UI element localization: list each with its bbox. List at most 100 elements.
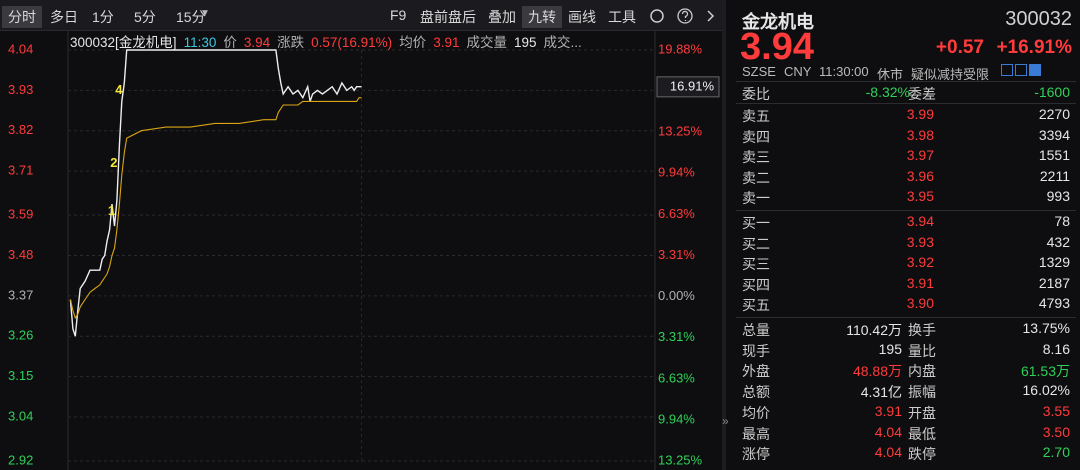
header-item: 涨跌 — [277, 35, 305, 50]
meta-item: CNY — [784, 64, 812, 79]
y-tick-label: 3.26 — [8, 328, 33, 343]
tab[interactable]: 1分 — [92, 9, 114, 25]
stat-value: 3.91 — [874, 402, 902, 419]
current-label: 16.91% — [670, 78, 715, 93]
book-label: 买五 — [742, 297, 770, 314]
stat-value: 4.04 — [874, 423, 902, 440]
book-volume: 2270 — [1038, 106, 1070, 122]
header-item: 3.91 — [433, 35, 460, 50]
tool[interactable]: 叠加 — [488, 9, 516, 25]
stat-label: 外盘 — [742, 363, 770, 380]
stat-label: 总额 — [742, 384, 770, 401]
book-volume: 1329 — [1038, 254, 1070, 271]
panel-icon[interactable] — [1001, 64, 1013, 76]
stat-value: 4.31亿 — [860, 384, 902, 401]
stat-label: 最高 — [742, 425, 770, 442]
y2-tick-label: 6.63% — [658, 370, 695, 385]
next-icon[interactable] — [707, 10, 715, 22]
tab[interactable]: 分时 — [2, 6, 42, 28]
panel-icon[interactable] — [1029, 64, 1041, 76]
tool[interactable]: 工具 — [608, 9, 636, 25]
stat-label: 量比 — [908, 342, 936, 359]
change: +0.57 — [935, 37, 984, 58]
tool[interactable]: F9 — [390, 7, 407, 23]
book-label: 卖一 — [742, 190, 770, 207]
stat-value: 110.42万 — [846, 322, 902, 338]
tool[interactable]: 盘前盘后 — [420, 9, 476, 25]
book-label: 卖五 — [742, 108, 770, 124]
y-tick-label: 3.82 — [8, 122, 33, 137]
series-line — [69, 97, 362, 320]
stat-value: 2.70 — [1042, 444, 1070, 461]
book-price: 3.91 — [906, 274, 934, 291]
separator — [736, 81, 1076, 82]
stock-code: 300032 — [1005, 8, 1072, 30]
current-box — [656, 76, 720, 98]
stat-label: 跌停 — [908, 446, 936, 463]
meta-item: SZSE — [742, 64, 776, 79]
book-price: 3.92 — [906, 254, 934, 271]
book-volume: 2211 — [1039, 167, 1070, 184]
header-item: 195 — [513, 35, 537, 50]
separator — [736, 210, 1076, 211]
y2-tick-label: 19.88% — [658, 41, 703, 56]
tab[interactable]: 多日 — [50, 9, 78, 25]
stat-value: 4.04 — [874, 444, 902, 461]
signal-label: 2 — [110, 155, 117, 170]
dropdown-icon[interactable]: ▼ — [200, 8, 210, 19]
help-icon[interactable] — [677, 8, 693, 24]
book-price: 3.90 — [906, 295, 934, 312]
y-tick-label: 3.71 — [8, 163, 33, 178]
stat-label: 内盘 — [908, 363, 936, 380]
settings-icon[interactable] — [650, 9, 664, 23]
meta-item: 疑似减持受限 — [911, 67, 990, 82]
book-volume: 3394 — [1038, 126, 1070, 143]
tool[interactable]: 画线 — [568, 9, 596, 25]
book-volume: 4793 — [1038, 295, 1070, 312]
y2-tick-label: 13.25% — [658, 452, 703, 467]
header-item: 0.57(16.91%) — [311, 35, 393, 50]
stat-label: 振幅 — [908, 384, 936, 401]
tool[interactable]: 九转 — [522, 6, 562, 28]
y2-tick-label: 3.31% — [658, 247, 695, 262]
book-label: 买四 — [742, 276, 770, 293]
help-glyph — [681, 10, 689, 21]
book-volume: 78 — [1054, 213, 1070, 229]
book-label: 买二 — [742, 235, 770, 252]
y2-tick-label: 0.00% — [658, 288, 695, 303]
stat-label: 总量 — [742, 322, 770, 338]
stat-value: 195 — [878, 340, 902, 357]
toolbar-icons — [650, 8, 715, 24]
book-label: 买三 — [742, 256, 770, 273]
header-item: 成交... — [543, 35, 582, 50]
stat-value: 13.75% — [1022, 320, 1070, 336]
divider: » — [722, 0, 729, 470]
tab[interactable]: 15分 — [176, 9, 206, 25]
ratio-label: 委比 — [742, 86, 770, 102]
stat-value: 16.02% — [1022, 382, 1070, 399]
panel-icon[interactable] — [1015, 64, 1027, 76]
y-tick-label: 3.93 — [8, 82, 33, 97]
stat-value: 3.55 — [1042, 402, 1070, 419]
header-item: 均价 — [399, 35, 427, 50]
y-tick-label: 4.04 — [8, 41, 33, 56]
y2-tick-label: 3.31% — [658, 329, 695, 344]
book-price: 3.97 — [906, 147, 934, 164]
book-label: 卖四 — [742, 128, 770, 145]
tab[interactable]: 5分 — [134, 9, 156, 25]
book-price: 3.98 — [906, 126, 934, 143]
stat-label: 开盘 — [908, 404, 936, 421]
y-tick-label: 3.37 — [8, 287, 33, 302]
header-item: 11:30 — [183, 35, 217, 50]
book-label: 卖三 — [742, 149, 770, 166]
book-label: 卖二 — [742, 169, 770, 186]
stat-value: 48.88万 — [852, 363, 902, 380]
diff-value: -1600 — [1034, 84, 1070, 100]
stock-name: 金龙机电 — [742, 12, 814, 32]
signal-label: 4 — [115, 82, 123, 97]
chart-header: 300032[金龙机电] 11:30 价 3.94 涨跌 0.57(16.91%) 均价 3.… — [70, 31, 589, 51]
diff-label: 委差 — [908, 86, 936, 102]
y2-tick-label: 6.63% — [658, 206, 695, 221]
book-volume: 1551 — [1038, 147, 1070, 164]
book-price: 3.99 — [906, 106, 934, 122]
